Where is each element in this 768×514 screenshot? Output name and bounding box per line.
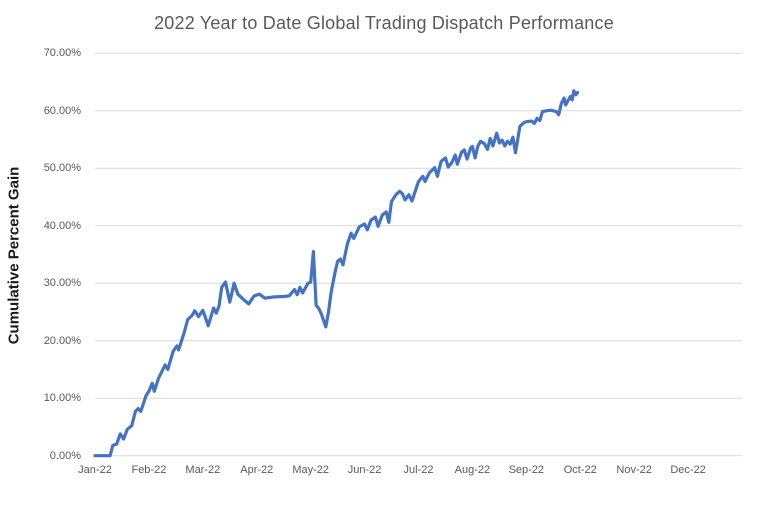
y-axis-tick-label: 70.00%: [43, 47, 81, 60]
performance-line: [93, 89, 580, 458]
y-axis-tick-label: 40.00%: [43, 219, 81, 232]
y-axis-tick-label: 20.00%: [43, 334, 81, 347]
x-axis-tick-label: Aug-22: [454, 464, 491, 476]
x-axis-tick-label: Sep-22: [508, 464, 545, 476]
y-axis-tick-label: 30.00%: [43, 277, 81, 290]
y-axis-tick-label: 50.00%: [43, 162, 81, 175]
x-axis-tick-label: Jul-22: [403, 464, 434, 476]
y-axis-tick-label: 60.00%: [43, 104, 81, 117]
chart-title: 2022 Year to Date Global Trading Dispatc…: [154, 13, 614, 33]
y-axis-tick-label: 0.00%: [49, 449, 81, 462]
y-axis-tick-label: 10.00%: [43, 392, 81, 405]
x-axis-tick-label: Dec-22: [670, 464, 706, 476]
x-axis-tick-label: Oct-22: [563, 464, 597, 476]
x-axis-tick-label: Nov-22: [616, 464, 652, 476]
x-axis-tick-label: Apr-22: [240, 464, 274, 476]
x-axis-tick-label: Mar-22: [185, 464, 221, 476]
x-axis-tick-label: Feb-22: [131, 464, 167, 476]
x-axis-tick-label: May-22: [292, 464, 329, 476]
x-axis-tick-label: Jun-22: [347, 464, 382, 476]
x-axis-tick-label: Jan-22: [78, 464, 112, 476]
